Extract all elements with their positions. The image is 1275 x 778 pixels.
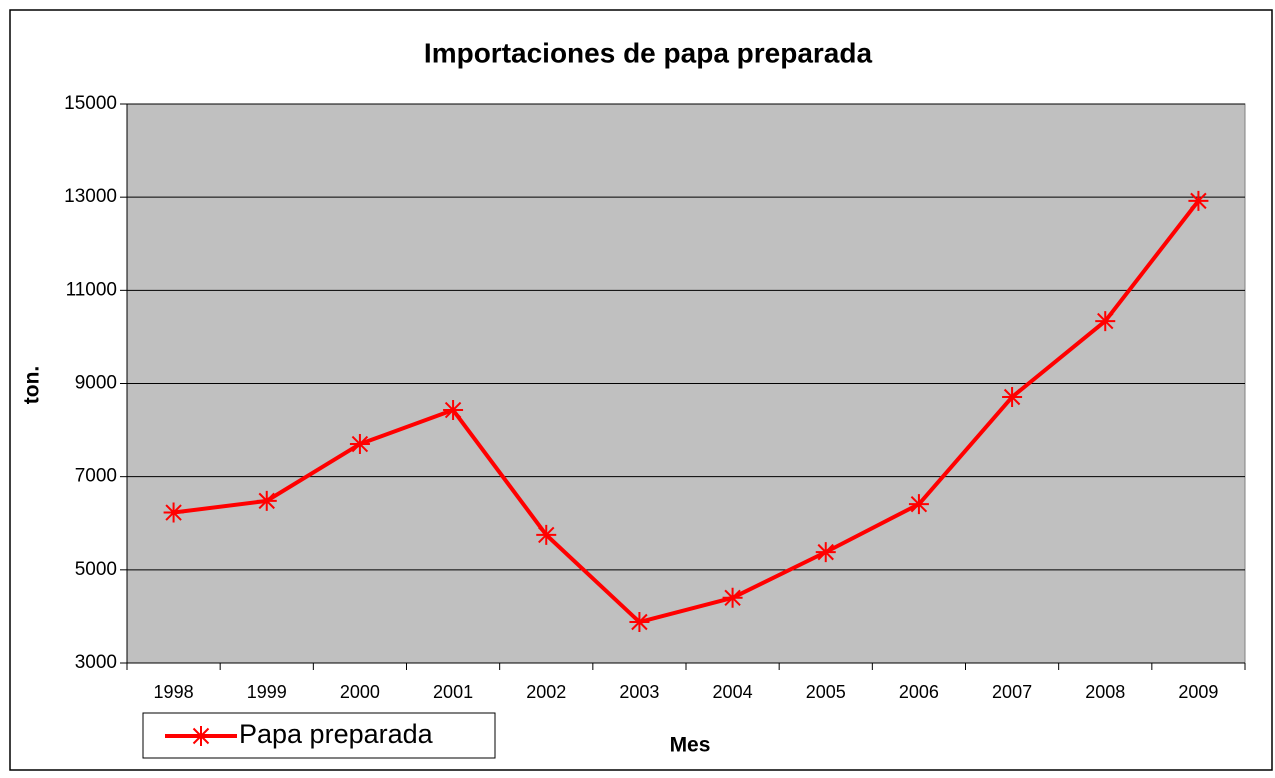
data-marker (536, 524, 557, 545)
x-tick-label: 2008 (1085, 682, 1125, 702)
data-marker (722, 587, 743, 608)
x-tick-label: 2001 (433, 682, 473, 702)
legend-marker (191, 726, 211, 746)
data-marker (908, 494, 929, 515)
data-marker (815, 542, 836, 563)
y-axis-label: ton. (21, 366, 44, 404)
y-tick-label: 9000 (75, 373, 117, 394)
series-line (173, 199, 1201, 625)
x-tick-label: 1999 (247, 682, 287, 702)
x-tick-label: 1998 (154, 682, 194, 702)
x-tick-label: 2009 (1178, 682, 1218, 702)
data-marker (349, 434, 370, 455)
x-tick-label: 2005 (806, 682, 846, 702)
y-tick-label: 13000 (64, 186, 117, 207)
legend-label: Papa preparada (239, 719, 434, 749)
x-axis-label: Mes (670, 734, 711, 757)
x-tick-label: 2002 (526, 682, 566, 702)
data-marker (629, 612, 650, 633)
y-tick-label: 3000 (75, 652, 117, 673)
x-tick-label: 2004 (713, 682, 753, 702)
y-tick-label: 11000 (66, 279, 117, 300)
x-tick-label: 2007 (992, 682, 1032, 702)
y-tick-label: 15000 (64, 93, 117, 114)
data-marker (1095, 311, 1116, 332)
x-tick-label: 2003 (619, 682, 659, 702)
data-marker (163, 502, 184, 523)
x-tick-label: 2000 (340, 682, 380, 702)
data-marker (1002, 387, 1023, 408)
chart-title: Importaciones de papa preparada (424, 37, 873, 68)
data-marker (256, 490, 277, 511)
x-tick-label: 2006 (899, 682, 939, 702)
y-tick-label: 7000 (75, 466, 117, 487)
data-marker (443, 400, 464, 421)
y-tick-label: 5000 (75, 559, 117, 580)
data-marker (1188, 190, 1209, 211)
